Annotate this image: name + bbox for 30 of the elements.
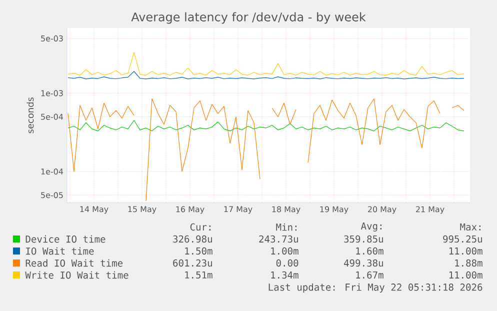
- text: 11.00m: [449, 271, 482, 279]
- text: 1.67m: [356, 271, 384, 279]
- text: Avg:: [360, 222, 382, 232]
- text: 326.98u: [173, 235, 212, 243]
- text: 499.38u: [344, 259, 383, 267]
- chart-title: Average latency for /dev/vda - by week: [131, 12, 366, 24]
- text: 1.50m: [185, 247, 212, 255]
- legend-label: Write IO Wait time: [25, 271, 128, 279]
- text: 243.73u: [259, 235, 298, 243]
- text: 1.34m: [271, 271, 298, 279]
- legend-label: Device IO time: [26, 235, 106, 243]
- text: 0.00: [276, 259, 298, 267]
- text: 995.25u: [443, 235, 482, 243]
- text: 359.85u: [344, 235, 383, 243]
- line-series: [68, 52, 464, 76]
- text: Last update: Fri May 22 05:31:18 2026: [268, 283, 482, 293]
- text: 11.00m: [449, 247, 482, 255]
- text: 1.51m: [185, 271, 212, 279]
- text: Max:: [460, 223, 480, 231]
- text: Min:: [276, 223, 296, 231]
- text: 1.00m: [271, 247, 298, 255]
- line-series: [68, 71, 464, 80]
- y-axis-title: seconds: [26, 97, 34, 134]
- text: 1.88m: [455, 259, 482, 267]
- text: Cur:: [190, 223, 210, 231]
- legend-label: Read IO Wait time: [26, 259, 123, 267]
- text: 1.60m: [356, 247, 384, 255]
- line-series: [68, 120, 464, 132]
- legend-label: IO Wait time: [26, 247, 94, 255]
- text: 601.23u: [173, 259, 212, 267]
